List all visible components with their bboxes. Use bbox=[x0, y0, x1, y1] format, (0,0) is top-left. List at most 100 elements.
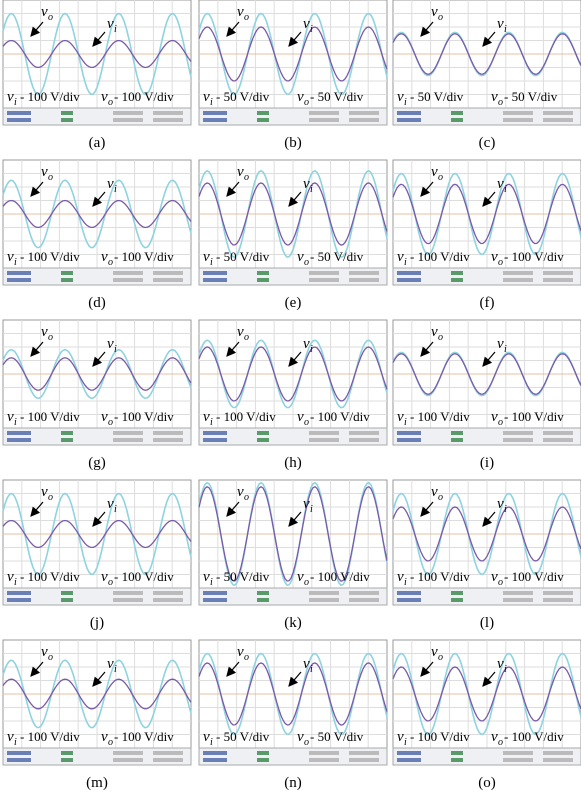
signal-symbol: v bbox=[497, 496, 504, 512]
status-item bbox=[349, 751, 379, 755]
signal-symbol: v bbox=[101, 409, 108, 425]
status-item bbox=[61, 598, 73, 602]
scale-label: - 100 V/div bbox=[310, 409, 370, 424]
signal-symbol: v bbox=[297, 249, 304, 265]
status-bar bbox=[393, 428, 581, 445]
scale-label: - 100 V/div bbox=[20, 249, 80, 264]
signal-symbol: v bbox=[107, 496, 114, 512]
signal-subscript: o bbox=[498, 417, 503, 428]
status-item bbox=[203, 111, 227, 115]
signal-symbol: v bbox=[497, 656, 504, 672]
signal-symbol: v bbox=[41, 484, 48, 500]
scope-panel: vovivi- 100 V/divvo- 100 V/div(l) bbox=[393, 480, 581, 631]
signal-subscript: i bbox=[14, 417, 17, 428]
signal-symbol: v bbox=[297, 569, 304, 585]
signal-symbol: v bbox=[431, 4, 438, 20]
signal-symbol: v bbox=[491, 89, 498, 105]
status-item bbox=[203, 431, 227, 435]
scale-label: - 100 V/div bbox=[410, 249, 470, 264]
signal-symbol: v bbox=[497, 336, 504, 352]
status-item bbox=[61, 431, 73, 435]
signal-subscript: o bbox=[244, 172, 249, 183]
status-item bbox=[61, 271, 73, 275]
scale-label: - 50 V/div bbox=[310, 249, 364, 264]
signal-subscript: i bbox=[504, 664, 507, 675]
status-item bbox=[113, 271, 143, 275]
signal-subscript: i bbox=[14, 97, 17, 108]
scale-label: - 100 V/div bbox=[20, 409, 80, 424]
scale-label: - 50 V/div bbox=[216, 249, 270, 264]
panel-caption: (g) bbox=[88, 455, 106, 471]
signal-subscript: i bbox=[404, 97, 407, 108]
status-item bbox=[397, 758, 421, 762]
scope-panel: vovivi- 100 V/divvo- 100 V/div(g) bbox=[3, 320, 191, 471]
signal-subscript: o bbox=[48, 652, 53, 663]
status-bar bbox=[199, 108, 387, 125]
signal-symbol: v bbox=[491, 249, 498, 265]
status-item bbox=[113, 591, 143, 595]
signal-subscript: i bbox=[210, 737, 213, 748]
status-item bbox=[257, 438, 269, 442]
signal-subscript: o bbox=[108, 257, 113, 268]
panel-caption: (e) bbox=[285, 295, 302, 311]
status-item bbox=[257, 111, 269, 115]
signal-subscript: i bbox=[504, 344, 507, 355]
scale-label: - 50 V/div bbox=[216, 89, 270, 104]
signal-subscript: i bbox=[210, 417, 213, 428]
panel-caption: (m) bbox=[86, 775, 108, 791]
status-bar bbox=[199, 268, 387, 285]
signal-symbol: v bbox=[107, 16, 114, 32]
status-item bbox=[7, 271, 31, 275]
signal-symbol: v bbox=[297, 89, 304, 105]
status-bar bbox=[393, 108, 581, 125]
figure: vovivi- 100 V/divvo- 100 V/div(a)vovivi-… bbox=[0, 0, 581, 797]
status-item bbox=[61, 438, 73, 442]
scale-label: - 100 V/div bbox=[20, 89, 80, 104]
status-item bbox=[7, 438, 31, 442]
status-item bbox=[309, 438, 339, 442]
scope-panel: vovivi- 100 V/divvo- 100 V/div(i) bbox=[393, 320, 581, 471]
status-item bbox=[153, 591, 183, 595]
signal-subscript: o bbox=[498, 97, 503, 108]
scale-label: - 100 V/div bbox=[114, 249, 174, 264]
status-item bbox=[113, 431, 143, 435]
signal-symbol: v bbox=[203, 89, 210, 105]
status-item bbox=[153, 598, 183, 602]
signal-subscript: o bbox=[48, 332, 53, 343]
status-item bbox=[451, 111, 463, 115]
status-item bbox=[61, 111, 73, 115]
scale-label: - 100 V/div bbox=[410, 409, 470, 424]
status-item bbox=[451, 278, 463, 282]
status-item bbox=[543, 111, 573, 115]
scale-label: - 100 V/div bbox=[410, 729, 470, 744]
status-item bbox=[309, 751, 339, 755]
signal-symbol: v bbox=[431, 484, 438, 500]
status-item bbox=[397, 591, 421, 595]
signal-subscript: i bbox=[404, 257, 407, 268]
status-item bbox=[113, 758, 143, 762]
status-item bbox=[257, 118, 269, 122]
status-item bbox=[397, 751, 421, 755]
signal-symbol: v bbox=[237, 324, 244, 340]
signal-subscript: o bbox=[438, 492, 443, 503]
signal-symbol: v bbox=[101, 89, 108, 105]
status-item bbox=[503, 278, 533, 282]
signal-subscript: i bbox=[504, 504, 507, 515]
status-item bbox=[543, 118, 573, 122]
scope-panel: vovivi- 100 V/divvo- 100 V/div(m) bbox=[3, 640, 191, 791]
signal-symbol: v bbox=[7, 409, 14, 425]
status-item bbox=[153, 438, 183, 442]
signal-subscript: i bbox=[310, 24, 313, 35]
scale-label: - 100 V/div bbox=[504, 729, 564, 744]
status-item bbox=[7, 591, 31, 595]
signal-symbol: v bbox=[101, 729, 108, 745]
signal-subscript: o bbox=[438, 332, 443, 343]
signal-subscript: o bbox=[498, 257, 503, 268]
panel-caption: (d) bbox=[88, 295, 106, 311]
signal-subscript: o bbox=[48, 12, 53, 23]
scale-label: - 50 V/div bbox=[216, 569, 270, 584]
signal-symbol: v bbox=[237, 484, 244, 500]
status-item bbox=[503, 758, 533, 762]
